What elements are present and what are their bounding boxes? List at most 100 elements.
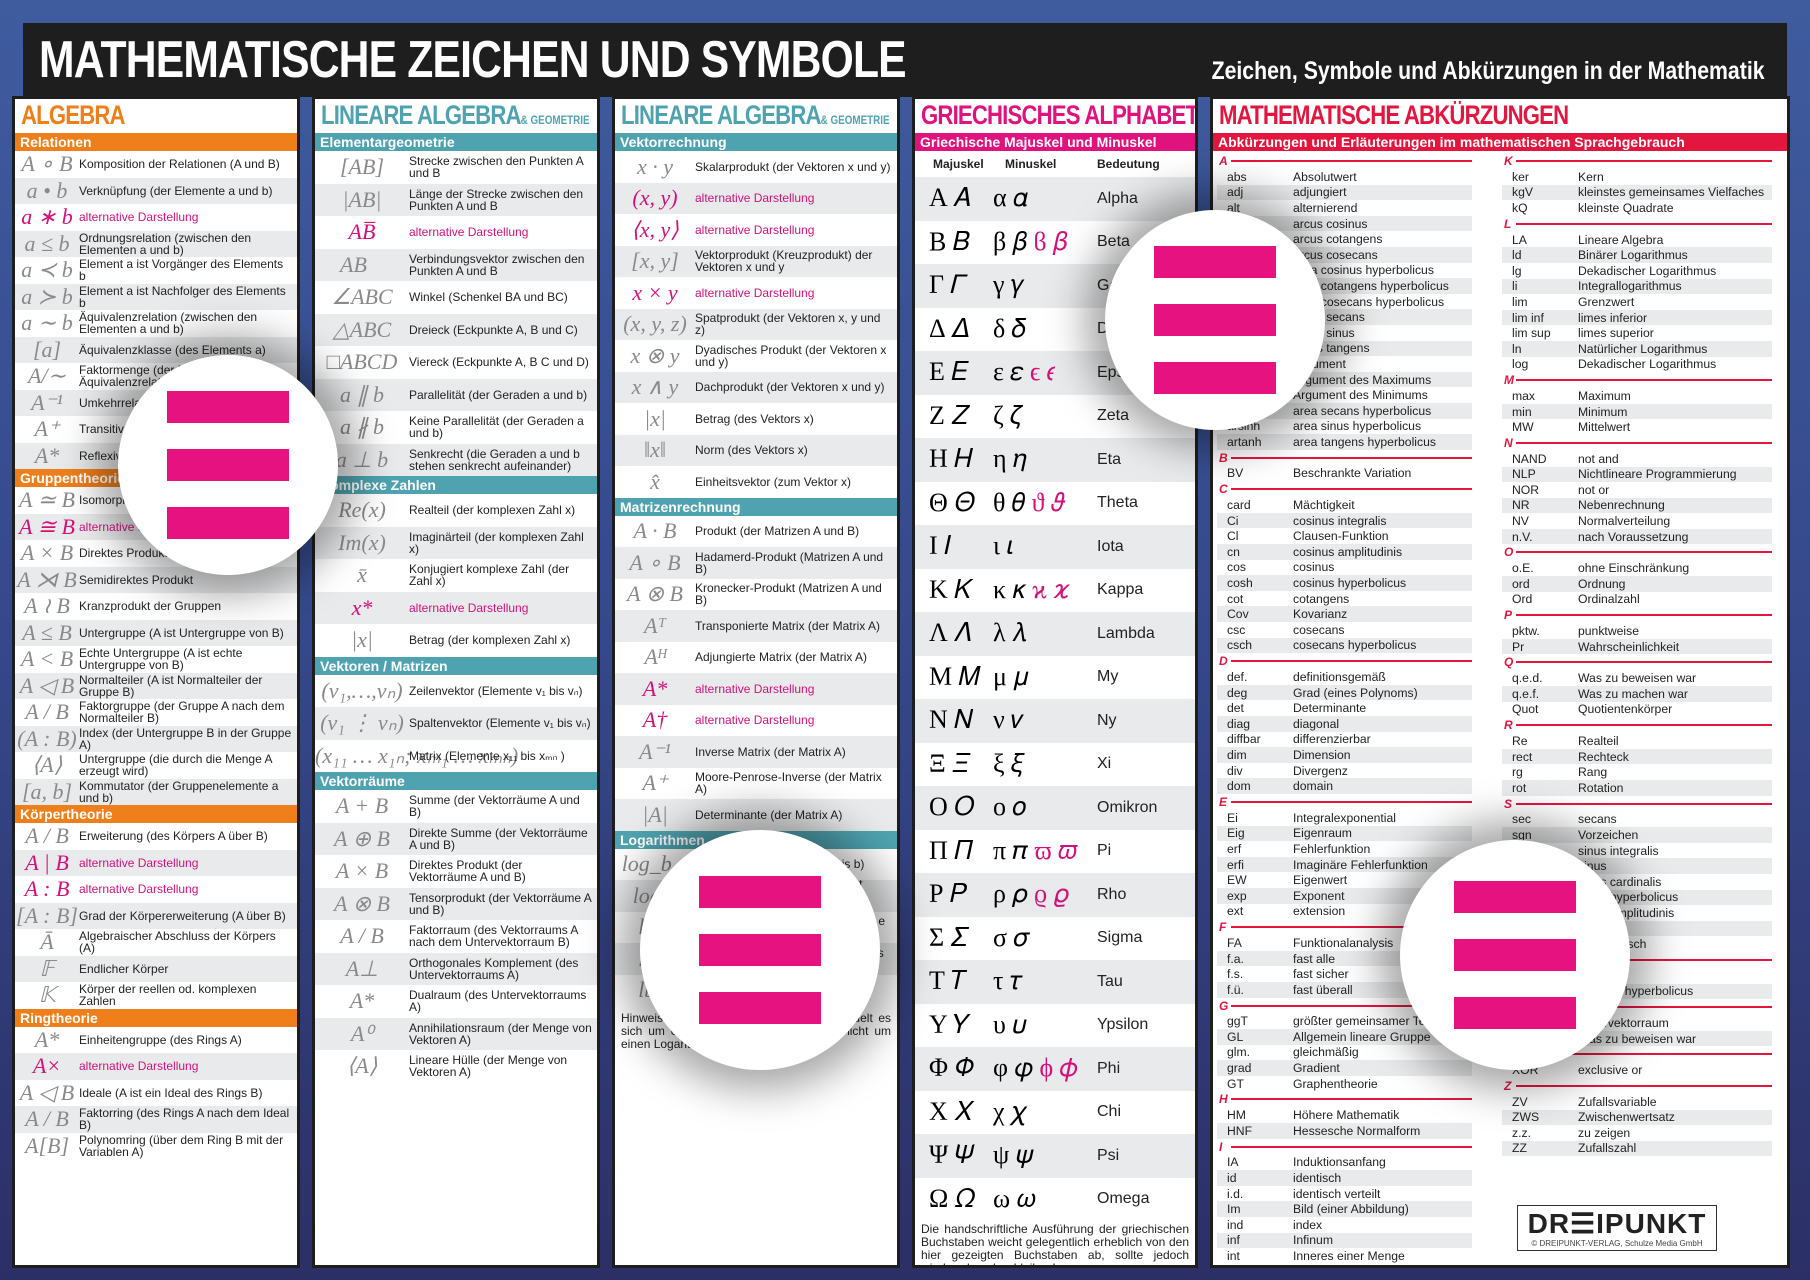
minuskel: γ 𝛾 — [993, 270, 1025, 300]
symbol-row: 𝔽 Endlicher Körper — [15, 955, 297, 982]
abbreviation: def. — [1227, 670, 1248, 685]
greek-letter-row: Χ 𝑋 χ 𝜒 Chi — [915, 1091, 1195, 1135]
math-symbol: A⁻¹ — [639, 738, 671, 764]
symbol-row: A × B Direktes Produkt — [15, 540, 297, 567]
abbreviation-row: diffbar differenzierbar — [1217, 732, 1472, 748]
abbreviation-meaning: Dekadischer Logarithmus — [1578, 357, 1717, 372]
linear-algebra-sections-1: Elementargeometrie [AB] Strecke zwischen d… — [315, 133, 597, 1083]
abbreviation: glm. — [1227, 1045, 1251, 1060]
abbreviation: f.s. — [1227, 967, 1244, 982]
abbreviation: ZWS — [1512, 1110, 1540, 1125]
greek-letter-row: Ζ 𝑍 ζ 𝜁 Zeta — [915, 395, 1195, 439]
symbol-row: |A| Determinante (der Matrix A) — [615, 799, 897, 831]
math-symbol: A ∘ B — [629, 549, 681, 575]
minuskel: ζ 𝜁 — [993, 400, 1022, 430]
abbreviation-row: det Determinante — [1217, 700, 1472, 716]
greek-letter-row: Θ 𝛩 θ 𝜃 ϑ 𝜗 Theta — [915, 482, 1195, 526]
math-symbol: [x, y] — [631, 248, 679, 274]
abbreviation-meaning: Induktionsanfang — [1293, 1155, 1386, 1170]
greek-subtitle: Griechische Majuskel und Minuskel — [915, 133, 1195, 151]
math-symbol: A ≤ B — [22, 619, 72, 645]
symbol-row: x · y Skalarprodukt (der Vektoren x und y… — [615, 151, 897, 183]
abbreviation-row: EW Eigenwert — [1217, 872, 1472, 888]
abbreviation: int — [1227, 1249, 1240, 1264]
letter-name: Omikron — [1097, 798, 1158, 816]
abbreviation-meaning: secans — [1578, 812, 1617, 827]
abbreviation-meaning: Mittelwert — [1578, 420, 1631, 435]
abbreviation-row: Ci cosinus integralis — [1217, 512, 1472, 529]
minuskel: χ 𝜒 — [993, 1096, 1026, 1126]
abbreviation: q.e.f. — [1512, 686, 1540, 701]
majuskel: Σ 𝛴 — [929, 922, 968, 952]
symbol-row: Ā Algebraischer Abschluss der Körpers (A) — [15, 929, 297, 956]
minuskel: ι 𝜄 — [993, 531, 1014, 561]
majuskel: Ρ 𝑃 — [929, 879, 968, 909]
abbreviation: NV — [1512, 514, 1529, 529]
math-symbol: [a, b] — [21, 778, 73, 804]
abbreviation: Eig — [1227, 826, 1245, 841]
symbol-row: x̂ Einheitsvektor (zum Vektor x) — [615, 466, 897, 498]
math-symbol: A ⊗ B — [334, 890, 390, 916]
symbol-row: a ∼ b Äquivalenzrelation (zwischen den El… — [15, 310, 297, 337]
math-symbol: A / B — [25, 1106, 69, 1132]
symbol-description: alternative Darstellung — [409, 600, 529, 615]
abbreviation-row: rot Rotation — [1502, 780, 1772, 796]
abbreviation-meaning: Grenzwert — [1578, 294, 1635, 309]
abbreviation-meaning: Was zu beweisen war — [1578, 1031, 1697, 1046]
abbreviation-meaning: area tangens hyperbolicus — [1293, 434, 1436, 449]
abbreviation: ind — [1227, 1217, 1244, 1232]
abbreviation-meaning: Beschrankte Variation — [1293, 466, 1412, 481]
greek-letter-row: Π 𝛱 π 𝜋 ϖ 𝜛 Pi — [915, 830, 1195, 874]
abbreviation: dim — [1227, 747, 1247, 762]
abbreviation-row: ld Binärer Logarithmus — [1502, 247, 1772, 263]
symbol-description: Einheitengruppe (des Rings A) — [79, 1032, 242, 1047]
abbreviation: Re — [1512, 734, 1528, 749]
symbol-description: Determinante (der Matrix A) — [695, 807, 843, 822]
symbol-description: Element a ist Vorgänger des Elements b — [79, 257, 284, 284]
minuskel: υ 𝜐 — [993, 1009, 1027, 1039]
greek-column-headers: Majuskel Minuskel Bedeutung — [933, 157, 1160, 171]
math-symbol: ∠ABC — [331, 284, 393, 310]
letter-divider: S — [1502, 797, 1772, 811]
abbreviation-meaning: extension — [1293, 904, 1346, 919]
symbol-row: A* Dualraum (des Untervektorraums A) — [315, 985, 597, 1018]
letter-name: Theta — [1097, 494, 1138, 512]
abbreviation-meaning: cosecans hyperbolicus — [1293, 638, 1417, 653]
abbreviation-meaning: cosinus — [1293, 560, 1335, 575]
abbreviation-row: n.V. nach Voraussetzung — [1502, 528, 1772, 545]
math-symbol: x̂ — [650, 468, 660, 494]
symbol-row: A / B Faktorring (des Rings A nach dem Id… — [15, 1106, 297, 1133]
math-symbol: a ≤ b — [24, 230, 70, 256]
abbreviation-row: z.z. zu zeigen — [1502, 1125, 1772, 1141]
abbreviation-row: deg Grad (eines Polynoms) — [1217, 684, 1472, 701]
math-symbol: a ∼ b — [21, 310, 73, 336]
abbreviation-meaning: Was zu machen war — [1578, 686, 1688, 701]
symbol-description: Kommutator (der Gruppenelemente a und b) — [79, 778, 279, 805]
letter-name: Phi — [1097, 1059, 1121, 1077]
abbreviation: HNF — [1227, 1123, 1253, 1138]
abbreviation-meaning: Normalverteilung — [1578, 514, 1671, 529]
greek-letter-row: Υ 𝑌 υ 𝜐 Ypsilon — [915, 1004, 1195, 1048]
abbreviation: NAND — [1512, 451, 1547, 466]
minuskel: φ 𝜑 ϕ 𝜙 — [993, 1053, 1078, 1083]
abbreviation-row: ord Ordnung — [1502, 576, 1772, 592]
letter-name: Zeta — [1097, 407, 1130, 425]
symbol-description: Viereck (Eckpunkte A, B C und D) — [409, 355, 589, 370]
math-symbol: x × y — [632, 279, 678, 305]
symbol-row: A / B Faktorraum (des Vektorraums A nach … — [315, 920, 597, 953]
abbreviation-meaning: arcus cosecans — [1293, 247, 1378, 262]
abbreviation-row: NV Normalverteilung — [1502, 513, 1772, 529]
letter-divider: C — [1217, 482, 1472, 496]
symbol-description: alternative Darstellung — [695, 681, 815, 696]
greek-letter-row: Ω 𝛺 ω 𝜔 Omega — [915, 1178, 1195, 1222]
symbol-description: Direktes Produkt (der Vektorräume A und … — [409, 858, 526, 885]
abbreviation-meaning: Höhere Mathematik — [1293, 1108, 1400, 1123]
letter-divider: M — [1502, 373, 1772, 387]
symbol-description: Komposition der Relationen (A und B) — [79, 157, 280, 172]
abbreviation-meaning: gleichmäßig — [1293, 1045, 1359, 1060]
abbreviation-meaning: Nichtlineare Programmierung — [1578, 467, 1737, 482]
symbol-row: A ⊕ B Direkte Summe (der Vektorräume A un… — [315, 822, 597, 855]
abbreviation: adj — [1227, 185, 1244, 200]
minuskel: α 𝛼 — [993, 183, 1029, 213]
abbreviation-meaning: Zwischenwertsatz — [1578, 1110, 1675, 1125]
